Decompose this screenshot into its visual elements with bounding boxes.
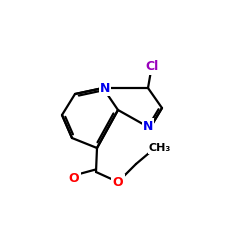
Text: N: N: [100, 82, 110, 94]
Text: CH₃: CH₃: [149, 143, 171, 153]
Text: O: O: [69, 172, 79, 184]
Text: N: N: [143, 120, 153, 132]
Text: O: O: [113, 176, 123, 188]
Text: Cl: Cl: [146, 60, 159, 74]
